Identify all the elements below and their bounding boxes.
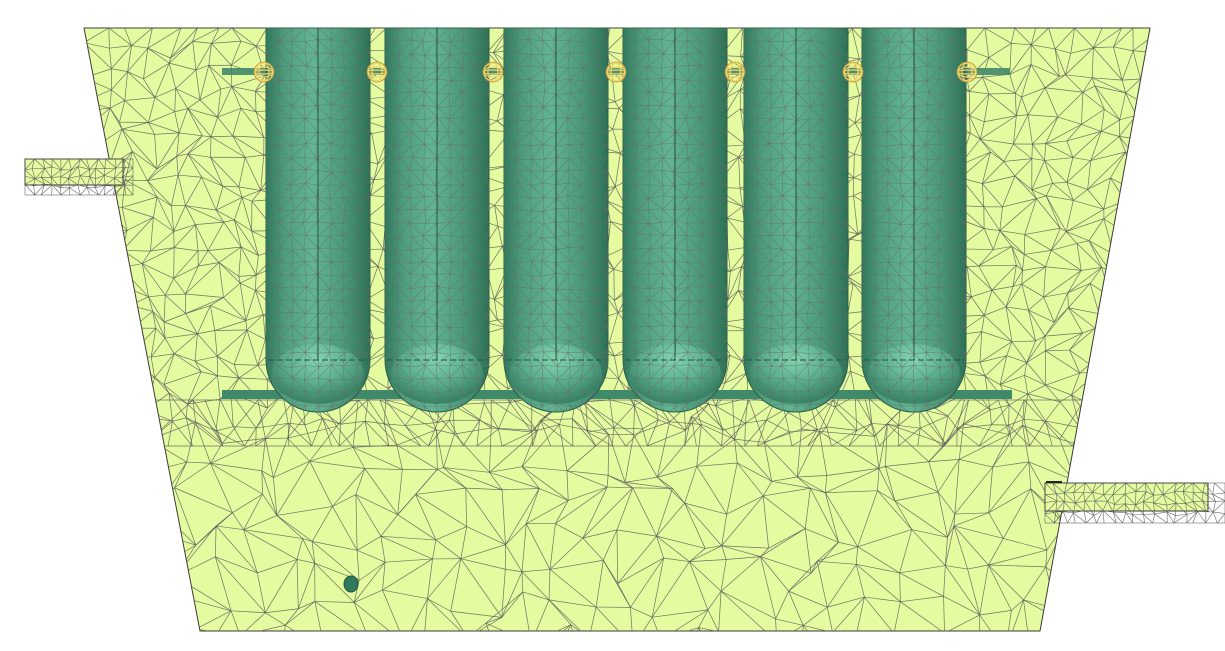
clamp-3[interactable] (482, 61, 504, 83)
clamp-5[interactable] (724, 61, 746, 83)
clamp-7[interactable] (956, 61, 978, 83)
tank-6[interactable] (861, 27, 979, 431)
clamps-group (253, 61, 978, 83)
clamp-4[interactable] (605, 61, 627, 83)
clamp-1[interactable] (253, 61, 275, 83)
sensor-node[interactable] (343, 575, 359, 593)
tank-1[interactable] (265, 27, 383, 431)
tank-3[interactable] (503, 27, 621, 431)
inlet-mesh-lines (24, 158, 134, 196)
inlet-pipe[interactable] (24, 158, 134, 196)
tank-2[interactable] (384, 27, 502, 431)
top-manifold-pipe[interactable] (222, 68, 1010, 75)
tanks-group (265, 27, 979, 431)
bottom-manifold-pipe[interactable] (222, 390, 1012, 399)
clamp-6[interactable] (842, 61, 864, 83)
tank-5[interactable] (743, 27, 861, 431)
outlet-pipe[interactable] (1044, 481, 1225, 524)
tank-4[interactable] (622, 27, 740, 431)
outlet-mesh-lines (1044, 482, 1225, 524)
clamp-2[interactable] (366, 61, 388, 83)
